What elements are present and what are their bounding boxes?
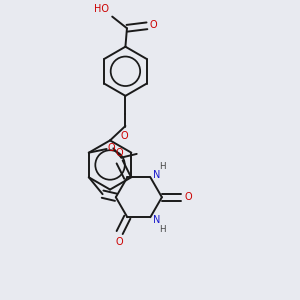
Text: O: O <box>115 236 123 247</box>
Text: N: N <box>153 170 161 180</box>
Text: O: O <box>149 20 157 30</box>
Text: H: H <box>159 225 166 234</box>
Text: H: H <box>159 161 166 170</box>
Text: O: O <box>108 143 116 153</box>
Text: O: O <box>120 131 128 141</box>
Text: N: N <box>153 214 161 225</box>
Text: O: O <box>115 148 123 158</box>
Text: O: O <box>184 192 192 202</box>
Text: HO: HO <box>94 4 109 14</box>
